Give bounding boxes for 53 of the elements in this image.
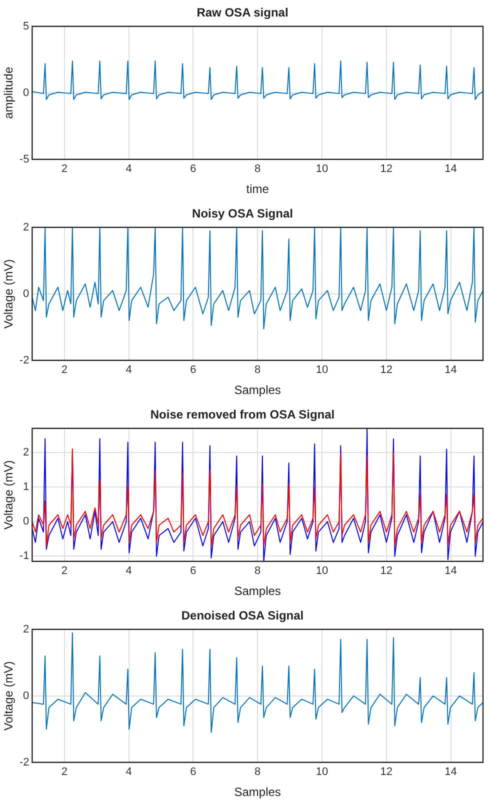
y-tick-label: 0 — [23, 288, 30, 300]
y-tick-label: 0 — [23, 690, 30, 702]
y-tick-label: 2 — [23, 221, 30, 234]
chart-title: Raw OSA signal — [196, 6, 288, 20]
y-tick-label: 0 — [23, 516, 30, 528]
x-tick-label: 12 — [380, 163, 393, 176]
x-tick-label: 8 — [254, 364, 261, 376]
y-tick-label: -2 — [19, 354, 30, 366]
y-tick-label: 0 — [23, 86, 30, 99]
x-axis-title: time — [246, 182, 270, 196]
x-tick-label: 6 — [190, 163, 196, 176]
y-tick-label: -2 — [19, 756, 30, 768]
x-tick-label: 8 — [254, 766, 261, 778]
y-tick-label: 2 — [23, 446, 30, 459]
x-tick-label: 12 — [380, 565, 393, 578]
x-tick-label: 14 — [444, 163, 457, 176]
x-tick-label: 2 — [61, 766, 68, 778]
x-tick-label: 6 — [190, 766, 196, 778]
x-tick-label: 4 — [126, 163, 132, 176]
x-tick-label: 10 — [316, 565, 328, 578]
y-axis-title: Voltage (mV) — [2, 460, 16, 530]
chart-title: Noise removed from OSA Signal — [150, 408, 335, 422]
y-axis-title: Voltage (mV) — [2, 661, 16, 731]
x-axis-title: Samples — [234, 785, 281, 800]
x-tick-label: 14 — [444, 565, 457, 578]
x-tick-label: 14 — [444, 766, 457, 778]
x-tick-label: 6 — [190, 565, 196, 578]
x-tick-label: 2 — [61, 364, 68, 376]
chart-title: Noisy OSA Signal — [192, 206, 293, 221]
chart-title: Denoised OSA Signal — [181, 608, 304, 623]
x-tick-label: 8 — [254, 163, 261, 176]
x-tick-label: 4 — [126, 766, 132, 778]
x-tick-label: 2 — [61, 163, 68, 176]
x-axis-title: Samples — [234, 584, 281, 598]
x-tick-label: 4 — [126, 364, 132, 376]
x-tick-label: 6 — [190, 364, 196, 376]
x-tick-label: 2 — [61, 565, 68, 578]
y-tick-label: -1 — [19, 550, 30, 562]
x-tick-label: 10 — [316, 766, 328, 778]
x-tick-label: 8 — [254, 565, 261, 578]
y-tick-label: 2 — [23, 623, 30, 636]
x-tick-label: 4 — [126, 565, 132, 578]
x-tick-label: 14 — [444, 364, 457, 376]
y-axis-title: Voltage (mV) — [2, 259, 16, 329]
x-axis-title: Samples — [234, 383, 281, 398]
y-tick-label: -5 — [19, 153, 30, 166]
x-tick-label: 10 — [316, 163, 328, 176]
y-tick-label: 5 — [23, 20, 30, 32]
x-tick-label: 10 — [316, 364, 328, 376]
x-tick-label: 12 — [380, 766, 393, 778]
x-tick-label: 12 — [380, 364, 393, 376]
y-axis-title: amplitude — [2, 66, 16, 119]
y-tick-label: 1 — [23, 481, 30, 494]
